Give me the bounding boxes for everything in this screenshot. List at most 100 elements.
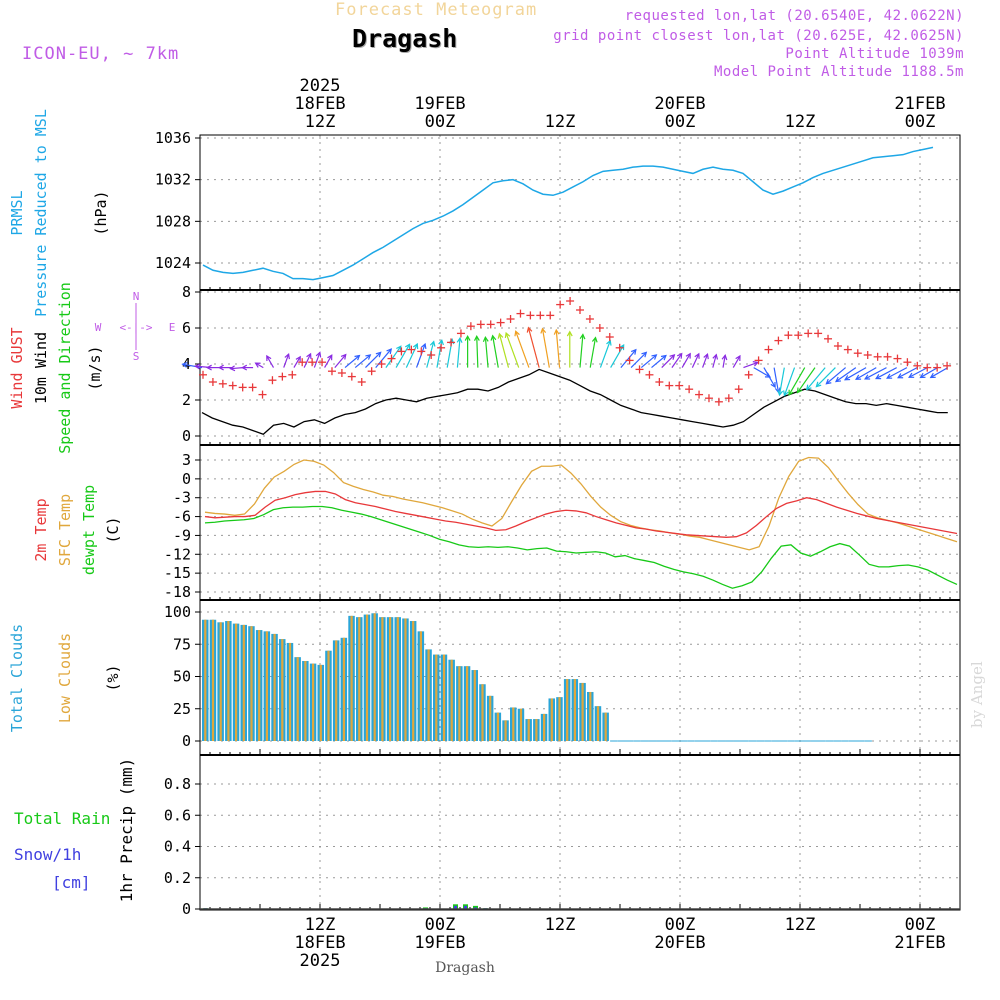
gust-marker	[556, 300, 565, 309]
gust-marker	[724, 394, 733, 403]
wind-arrow	[334, 353, 347, 368]
gust-marker	[764, 345, 773, 354]
wind-arrow-shaft	[555, 329, 561, 368]
wind-arrow-head	[354, 354, 361, 361]
footer-station: Dragash	[435, 960, 495, 976]
wind-arrow	[473, 334, 480, 368]
wind-arrow	[753, 367, 772, 378]
wind-arrow	[864, 367, 887, 380]
wind-arrow-head	[929, 372, 936, 379]
pressure-unit: (hPa)	[92, 190, 110, 235]
wind-arrow-head	[181, 362, 188, 368]
wind-arrow	[620, 348, 637, 368]
low-cloud-bar	[296, 657, 299, 741]
low-cloud-bar	[204, 619, 207, 741]
low-cloud-bar	[373, 613, 376, 741]
low-cloud-bar	[273, 633, 276, 741]
wind-arrow	[456, 336, 463, 368]
wind-arrow	[681, 352, 691, 368]
bottom-time-label: 21FEB	[894, 933, 945, 953]
wind-arrow-shaft	[589, 337, 597, 368]
low-cloud-bar	[489, 695, 492, 741]
low-cloud-bar	[550, 698, 553, 741]
model-point-altitude: Model Point Altitude 1188.5m	[713, 64, 964, 80]
wind-arrow	[929, 367, 949, 379]
wind-arrow-shaft	[230, 367, 243, 370]
low-cloud-bar	[412, 621, 415, 741]
bottom-time-label: 2025	[300, 951, 341, 971]
y-tick-label: 1028	[155, 212, 191, 230]
gust-marker	[665, 381, 674, 390]
wind-arrow	[732, 354, 741, 368]
wind-arrow-shaft	[681, 353, 691, 368]
gust-marker	[605, 333, 614, 341]
wind-arrow-shaft	[405, 343, 418, 368]
compass-west: W	[95, 321, 102, 334]
wind-arrow-head	[365, 354, 372, 360]
dewpt-temp-line	[204, 505, 958, 589]
gust-marker	[943, 361, 952, 370]
wind-arrow-head	[241, 364, 248, 371]
low-cloud-bar	[435, 654, 438, 741]
wind-speed-line	[201, 368, 948, 435]
gust-marker	[675, 381, 684, 390]
gust-marker	[486, 320, 495, 329]
top-time-label: 21FEB	[894, 94, 945, 114]
wind-arrow-shaft	[324, 354, 333, 368]
wind-arrow-shaft	[293, 356, 301, 368]
precip-unit: 1hr Precip (mm)	[117, 758, 136, 903]
gust-marker	[456, 329, 465, 338]
wind-arrow-head	[641, 351, 648, 358]
y-tick-label: 0	[182, 427, 191, 445]
wind-arrow	[254, 362, 264, 369]
wind-arrow-shaft	[788, 367, 806, 396]
wind-arrow-shaft	[826, 367, 847, 385]
supertitle: Forecast Meteogram	[335, 0, 538, 20]
gust-marker	[506, 315, 515, 323]
wind-arrow-shaft	[806, 367, 826, 390]
wind-arrow-head	[660, 354, 667, 361]
wind-arrow	[354, 354, 372, 369]
gust-marker	[248, 383, 257, 392]
low-cloud-bar	[265, 631, 268, 741]
wind-arrow	[661, 354, 676, 369]
gust-marker	[397, 347, 406, 356]
wind-arrow-shaft	[456, 338, 461, 368]
wind-arrow	[385, 345, 402, 368]
wind-arrow-head	[553, 328, 560, 335]
wind-arrow-shaft	[783, 367, 796, 396]
gust-marker	[526, 311, 535, 320]
wind-arrow	[875, 367, 897, 380]
wind-arrow-shaft	[365, 351, 382, 369]
gust-marker	[903, 358, 912, 367]
wind-arrow-head	[651, 354, 658, 360]
wind-arrow	[897, 367, 918, 379]
gust-marker	[655, 378, 664, 386]
wind-arrow-shaft	[313, 352, 321, 368]
wind-arrow-shaft	[640, 354, 657, 369]
wind-arrow	[293, 355, 301, 368]
wind-arrow	[344, 354, 361, 369]
wind-arrow-head	[420, 342, 427, 350]
top-time-label: 20FEB	[654, 94, 705, 114]
wind-arrow-head	[490, 334, 497, 341]
y-tick-label: 0.8	[164, 775, 191, 793]
gust-marker	[427, 351, 436, 359]
wind-arrow-shaft	[844, 367, 867, 381]
wind-arrow-shaft	[620, 349, 637, 368]
gust-marker	[337, 369, 346, 377]
wind-arrow-head	[327, 354, 333, 361]
wind-arrow-shaft	[498, 333, 510, 368]
wind-arrow-head	[229, 365, 236, 372]
gust-marker	[784, 331, 793, 340]
wind-arrow	[365, 351, 382, 369]
wind-arrow-shaft	[897, 367, 918, 379]
y-tick-label: 1024	[155, 254, 191, 272]
y-tick-label: -6	[173, 508, 191, 526]
gust-marker	[645, 370, 654, 379]
sfc-temp-line	[204, 456, 958, 551]
low-cloud-bar	[342, 637, 345, 741]
wind-arrow-head	[205, 364, 212, 371]
top-time-label: 19FEB	[414, 94, 465, 114]
low-cloud-bar	[304, 661, 307, 741]
